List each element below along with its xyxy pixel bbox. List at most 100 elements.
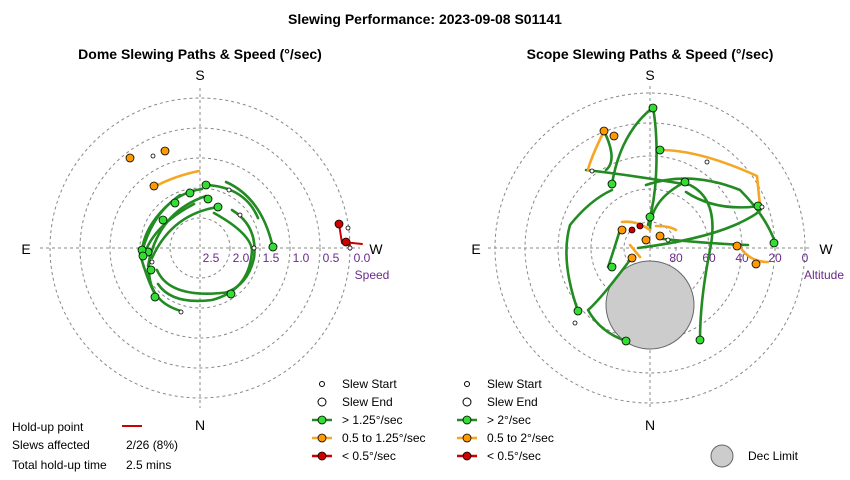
legend-mid-label: 0.5 to 1.25°/sec [342,431,426,445]
scope-grid [488,86,812,410]
slew-path [658,148,762,208]
dome-cardinal-w: W [369,241,383,257]
legend-start-marker [464,381,470,387]
legend-fast-label: > 2°/sec [487,413,531,427]
dome-ring-label: 2.0 [233,251,250,265]
slew-path [684,190,762,209]
dome-cardinal-s: S [195,67,204,83]
slew-path [654,224,678,232]
scope-legend: Slew Start Slew End > 2°/sec 0.5 to 2°/s… [457,377,799,468]
legend-end-marker [462,397,472,407]
holdup-stats: Hold-up point Slews affected 2/26 (8%) T… [12,420,178,472]
slew-start-point [589,168,595,174]
slew-point [125,153,135,163]
slew-point [641,235,651,245]
slew-point [158,215,168,225]
slew-point [149,181,159,191]
dome-legend: Slew Start Slew End > 1.25°/sec 0.5 to 1… [312,377,426,463]
slew-point [645,212,655,222]
slew-path [648,180,687,232]
slew-start-point [178,309,184,315]
legend-slow-label: < 0.5°/sec [342,449,396,463]
scope-ring-label: 20 [768,251,782,265]
legend-mid-marker [462,433,472,443]
slew-start-point [704,159,710,165]
slew-start-point [251,245,257,251]
slew-point [627,253,637,263]
slew-point [732,241,742,251]
slew-point [146,265,156,275]
legend-fast-label: > 1.25°/sec [342,413,403,427]
figure-title: Slewing Performance: 2023-09-08 S01141 [288,11,562,27]
legend-slow-marker [317,451,327,461]
slew-start-point [572,320,578,326]
scope-cardinal-s: S [645,67,654,83]
slew-point [695,335,705,345]
legend-start-label: Slew Start [487,377,542,391]
slew-point [607,179,617,189]
slew-start-point [345,225,351,231]
scope-cardinal-n: N [645,417,655,433]
slew-point [150,292,160,302]
slew-point [201,180,211,190]
scope-panel: Scope Slewing Paths & Speed (°/sec) S N … [471,46,844,433]
legend-end-label: Slew End [487,395,538,409]
legend-mid-marker [317,433,327,443]
slew-point [334,219,344,229]
slew-point [751,259,761,269]
dome-ring-label: 2.5 [203,251,220,265]
slew-point [185,188,195,198]
slew-path [565,188,614,313]
dome-cardinal-e: E [21,241,30,257]
slew-point [341,237,351,247]
legend-mid-label: 0.5 to 2°/sec [487,431,554,445]
scope-ring-label: 0 [802,251,809,265]
slew-start-point [149,259,155,265]
dome-axis-name: Speed [355,268,390,282]
total-holdup-value: 2.5 mins [126,458,171,472]
legend-end-label: Slew End [342,395,393,409]
slew-point [609,131,619,141]
grid-ring [169,217,231,279]
slew-path [602,129,613,172]
legend-fast-marker [462,415,472,425]
slew-point [160,146,170,156]
holdup-label: Hold-up point [12,420,84,434]
slew-path [147,254,183,313]
dome-title: Dome Slewing Paths & Speed (°/sec) [78,46,322,62]
slew-point [138,251,148,261]
grid-ring [79,127,321,369]
slew-point [628,226,636,234]
slew-start-point [226,187,232,193]
slew-point [226,289,236,299]
total-holdup-label: Total hold-up time [12,458,107,472]
slew-path [224,180,275,250]
slew-point [655,231,665,241]
scope-axis-name: Altitude [804,268,844,282]
grid-ring [109,157,291,339]
slews-affected-value: 2/26 (8%) [126,438,178,452]
slew-point [655,145,665,155]
slew-path [586,129,606,172]
slew-point [680,177,690,187]
legend-slow-label: < 0.5°/sec [487,449,541,463]
legend-dec-limit-marker [710,444,734,468]
scope-cardinal-e: E [471,241,480,257]
slew-path [738,245,770,264]
dome-panel: Dome Slewing Paths & Speed (°/sec) S N E… [21,46,389,433]
slew-point [636,222,644,230]
dome-ring-label: 1.0 [293,251,310,265]
slew-point [617,225,627,235]
legend-slow-marker [462,451,472,461]
slew-point [573,306,583,316]
slew-path [636,203,763,250]
legend-fast-marker [317,415,327,425]
scope-cardinal-w: W [819,241,833,257]
scope-title: Scope Slewing Paths & Speed (°/sec) [527,46,774,62]
dome-grid [40,88,360,408]
slew-point [621,336,631,346]
slew-path [586,258,632,343]
slew-point [268,242,278,252]
slew-point [607,262,617,272]
